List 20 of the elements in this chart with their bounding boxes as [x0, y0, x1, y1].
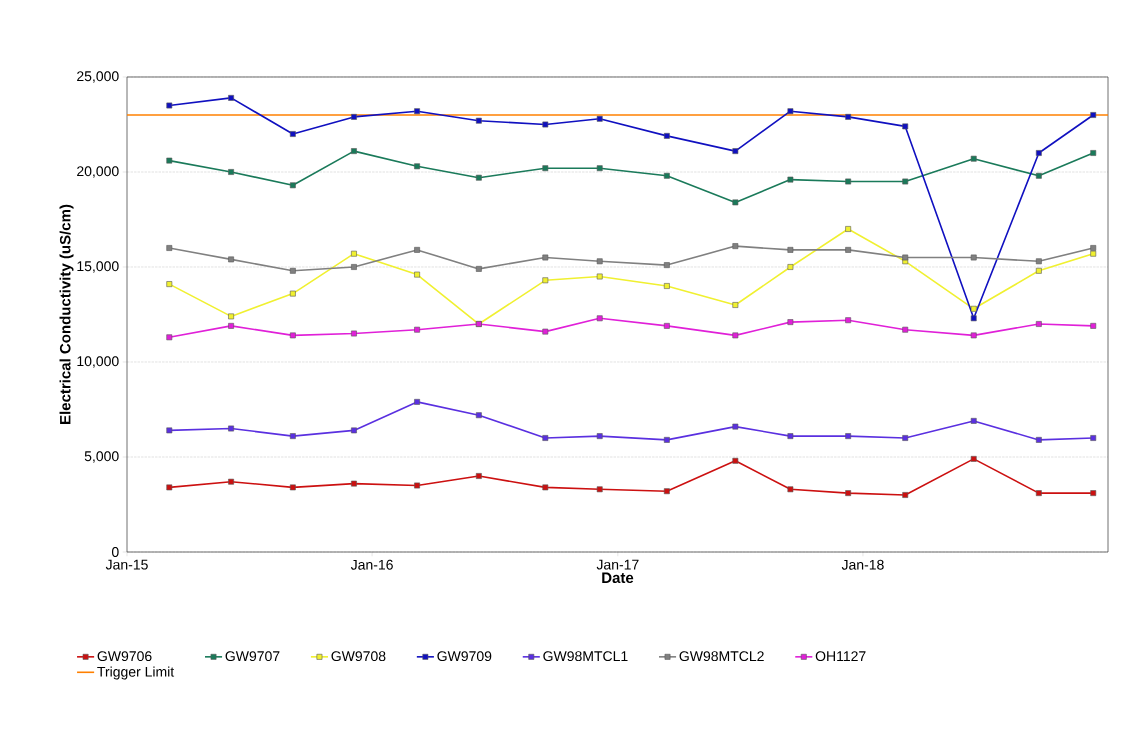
legend-label: GW9706 — [97, 651, 152, 662]
x-tick-label: Jan-17 — [596, 559, 639, 570]
y-tick-label: 15,000 — [77, 261, 119, 273]
x-tick-label: Jan-16 — [350, 559, 393, 570]
legend-label: GW9708 — [331, 651, 386, 662]
legend-label: OH1127 — [815, 651, 866, 662]
legend-label: GW98MTCL1 — [543, 651, 628, 662]
x-tick-label: Jan-15 — [105, 559, 148, 570]
legend-label: GW9709 — [437, 651, 492, 662]
y-tick-label: 20,000 — [77, 166, 119, 178]
x-tick-label: Jan-18 — [841, 559, 884, 570]
y-tick-label: 25,000 — [77, 71, 119, 83]
y-tick-label: 0 — [111, 547, 119, 557]
legend-label: GW98MTCL2 — [679, 651, 764, 662]
y-tick-label: 10,000 — [77, 356, 119, 368]
y-axis-title: Electrical Conductivity (uS/cm) — [59, 204, 74, 424]
legend-label: Trigger Limit — [97, 666, 175, 680]
y-tick-label: 5,000 — [84, 451, 119, 463]
x-axis-title: Date — [602, 572, 634, 584]
legend-label: GW9707 — [225, 651, 280, 662]
